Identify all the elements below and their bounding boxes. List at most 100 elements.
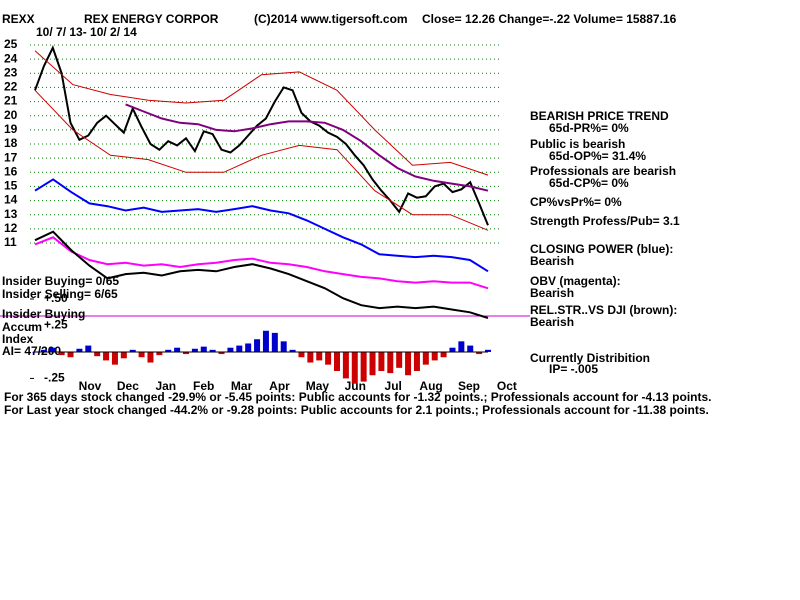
ai-bar: [94, 351, 101, 357]
y-tick-label: 15: [4, 179, 18, 193]
y-tick-label: 12: [4, 221, 18, 235]
y-tick-label: 22: [4, 80, 18, 94]
ai-bar: [360, 351, 367, 382]
ai-bar: [280, 341, 287, 352]
note: Public is bearish: [530, 137, 625, 151]
y-tick-label: 13: [4, 207, 18, 221]
y-tick-label: 24: [4, 51, 18, 65]
x-tick-label: Oct: [497, 379, 517, 393]
ai-tick-label: +.25: [44, 318, 68, 332]
x-tick-label: Jun: [345, 379, 366, 393]
ai-bar: [58, 351, 65, 356]
ai-bar: [67, 351, 74, 358]
note: 65d-PR%= 0%: [549, 121, 629, 135]
y-tick-label: 18: [4, 136, 18, 150]
note: 65d-OP%= 31.4%: [549, 149, 646, 163]
ai-tick-label: +.50: [44, 291, 68, 305]
ai-bar: [103, 351, 110, 361]
y-tick-label: 25: [4, 37, 18, 51]
ai-bar: [378, 351, 385, 371]
ai-bar: [245, 343, 252, 352]
x-tick-label: Mar: [231, 379, 253, 393]
ai-bar: [351, 351, 358, 384]
ai-bar: [298, 351, 305, 358]
ai-bar: [200, 346, 207, 352]
x-tick-label: Dec: [117, 379, 139, 393]
ai-bar: [129, 349, 136, 352]
series-line: [34, 45, 489, 226]
ai-bar: [316, 351, 323, 361]
ai-bar: [76, 348, 83, 352]
x-tick-label: Jul: [385, 379, 402, 393]
footer: For Last year stock changed -44.2% or -9…: [4, 403, 709, 417]
insider-buying: Insider Buying= 0/65: [2, 274, 119, 288]
company: REX ENERGY CORPOR: [84, 12, 219, 26]
x-tick-label: Sep: [458, 379, 480, 393]
ai-bar: [289, 349, 296, 352]
ai-bar: [85, 345, 92, 352]
accum-label: Accum: [2, 320, 42, 334]
series-line: [125, 103, 489, 192]
ai-bar: [254, 339, 261, 352]
legend-entry: CLOSING POWER (blue):: [530, 242, 673, 256]
note: Currently Distribition: [530, 351, 650, 365]
ai-bar: [431, 351, 438, 361]
note: Professionals are bearish: [530, 164, 676, 178]
y-tick-label: 21: [4, 94, 18, 108]
symbol: REXX: [2, 12, 35, 26]
x-tick-label: Aug: [419, 379, 442, 393]
date-range: 10/ 7/ 13- 10/ 2/ 14: [36, 25, 137, 39]
ai-bar: [271, 332, 278, 352]
ai-bar: [120, 351, 127, 359]
y-tick-label: 20: [4, 108, 18, 122]
ai-bar: [138, 351, 145, 358]
accum-label: Insider Buying: [2, 307, 85, 321]
ai-bar: [413, 351, 420, 371]
note: CP%vsPr%= 0%: [530, 195, 622, 209]
ai-bar: [325, 351, 332, 365]
insider-selling: Insider Selling= 6/65: [2, 287, 118, 301]
ai-bar: [147, 351, 154, 363]
accum-label: Index: [2, 332, 34, 346]
ai-bar: [49, 347, 56, 352]
ai-bar: [449, 347, 456, 352]
x-tick-label: Jan: [155, 379, 176, 393]
y-tick-label: 14: [4, 193, 18, 207]
ai-bar: [165, 349, 172, 352]
ai-bar: [396, 351, 403, 368]
ai-bar: [40, 349, 47, 352]
y-tick-label: 11: [4, 235, 17, 249]
y-tick-label: 16: [4, 164, 18, 178]
note: Bearish: [530, 315, 574, 329]
series-line: [34, 178, 489, 273]
x-tick-label: Feb: [193, 379, 214, 393]
ai-bar: [476, 351, 483, 355]
ai-bar: [485, 349, 491, 352]
source: (C)2014 www.tigersoft.com: [254, 12, 408, 26]
ai-bar: [342, 351, 349, 379]
note: Bearish: [530, 254, 574, 268]
ai-bar: [174, 347, 181, 352]
ai-tick-label: -.25: [44, 371, 65, 385]
x-tick-label: May: [306, 379, 330, 393]
y-tick-label: 23: [4, 65, 18, 79]
ai-bar: [458, 341, 465, 352]
series-line: [34, 89, 489, 231]
ai-bar: [156, 351, 163, 356]
ai-bar: [262, 330, 269, 352]
legend-entry: OBV (magenta):: [530, 274, 621, 288]
x-tick-label: Nov: [79, 379, 102, 393]
accum-label: AI= 47/200: [2, 344, 61, 358]
ai-bar: [183, 351, 189, 355]
series-line: [34, 50, 489, 176]
ai-bar: [405, 351, 412, 376]
ai-bar: [422, 351, 429, 365]
ai-bar: [236, 345, 243, 352]
ai-bar: [218, 351, 225, 355]
legend-entry: REL.STR..VS DJI (brown):: [530, 303, 677, 317]
note: Strength Profess/Pub= 3.1: [530, 214, 680, 228]
ai-bar: [209, 349, 216, 352]
ai-bar: [307, 351, 314, 363]
